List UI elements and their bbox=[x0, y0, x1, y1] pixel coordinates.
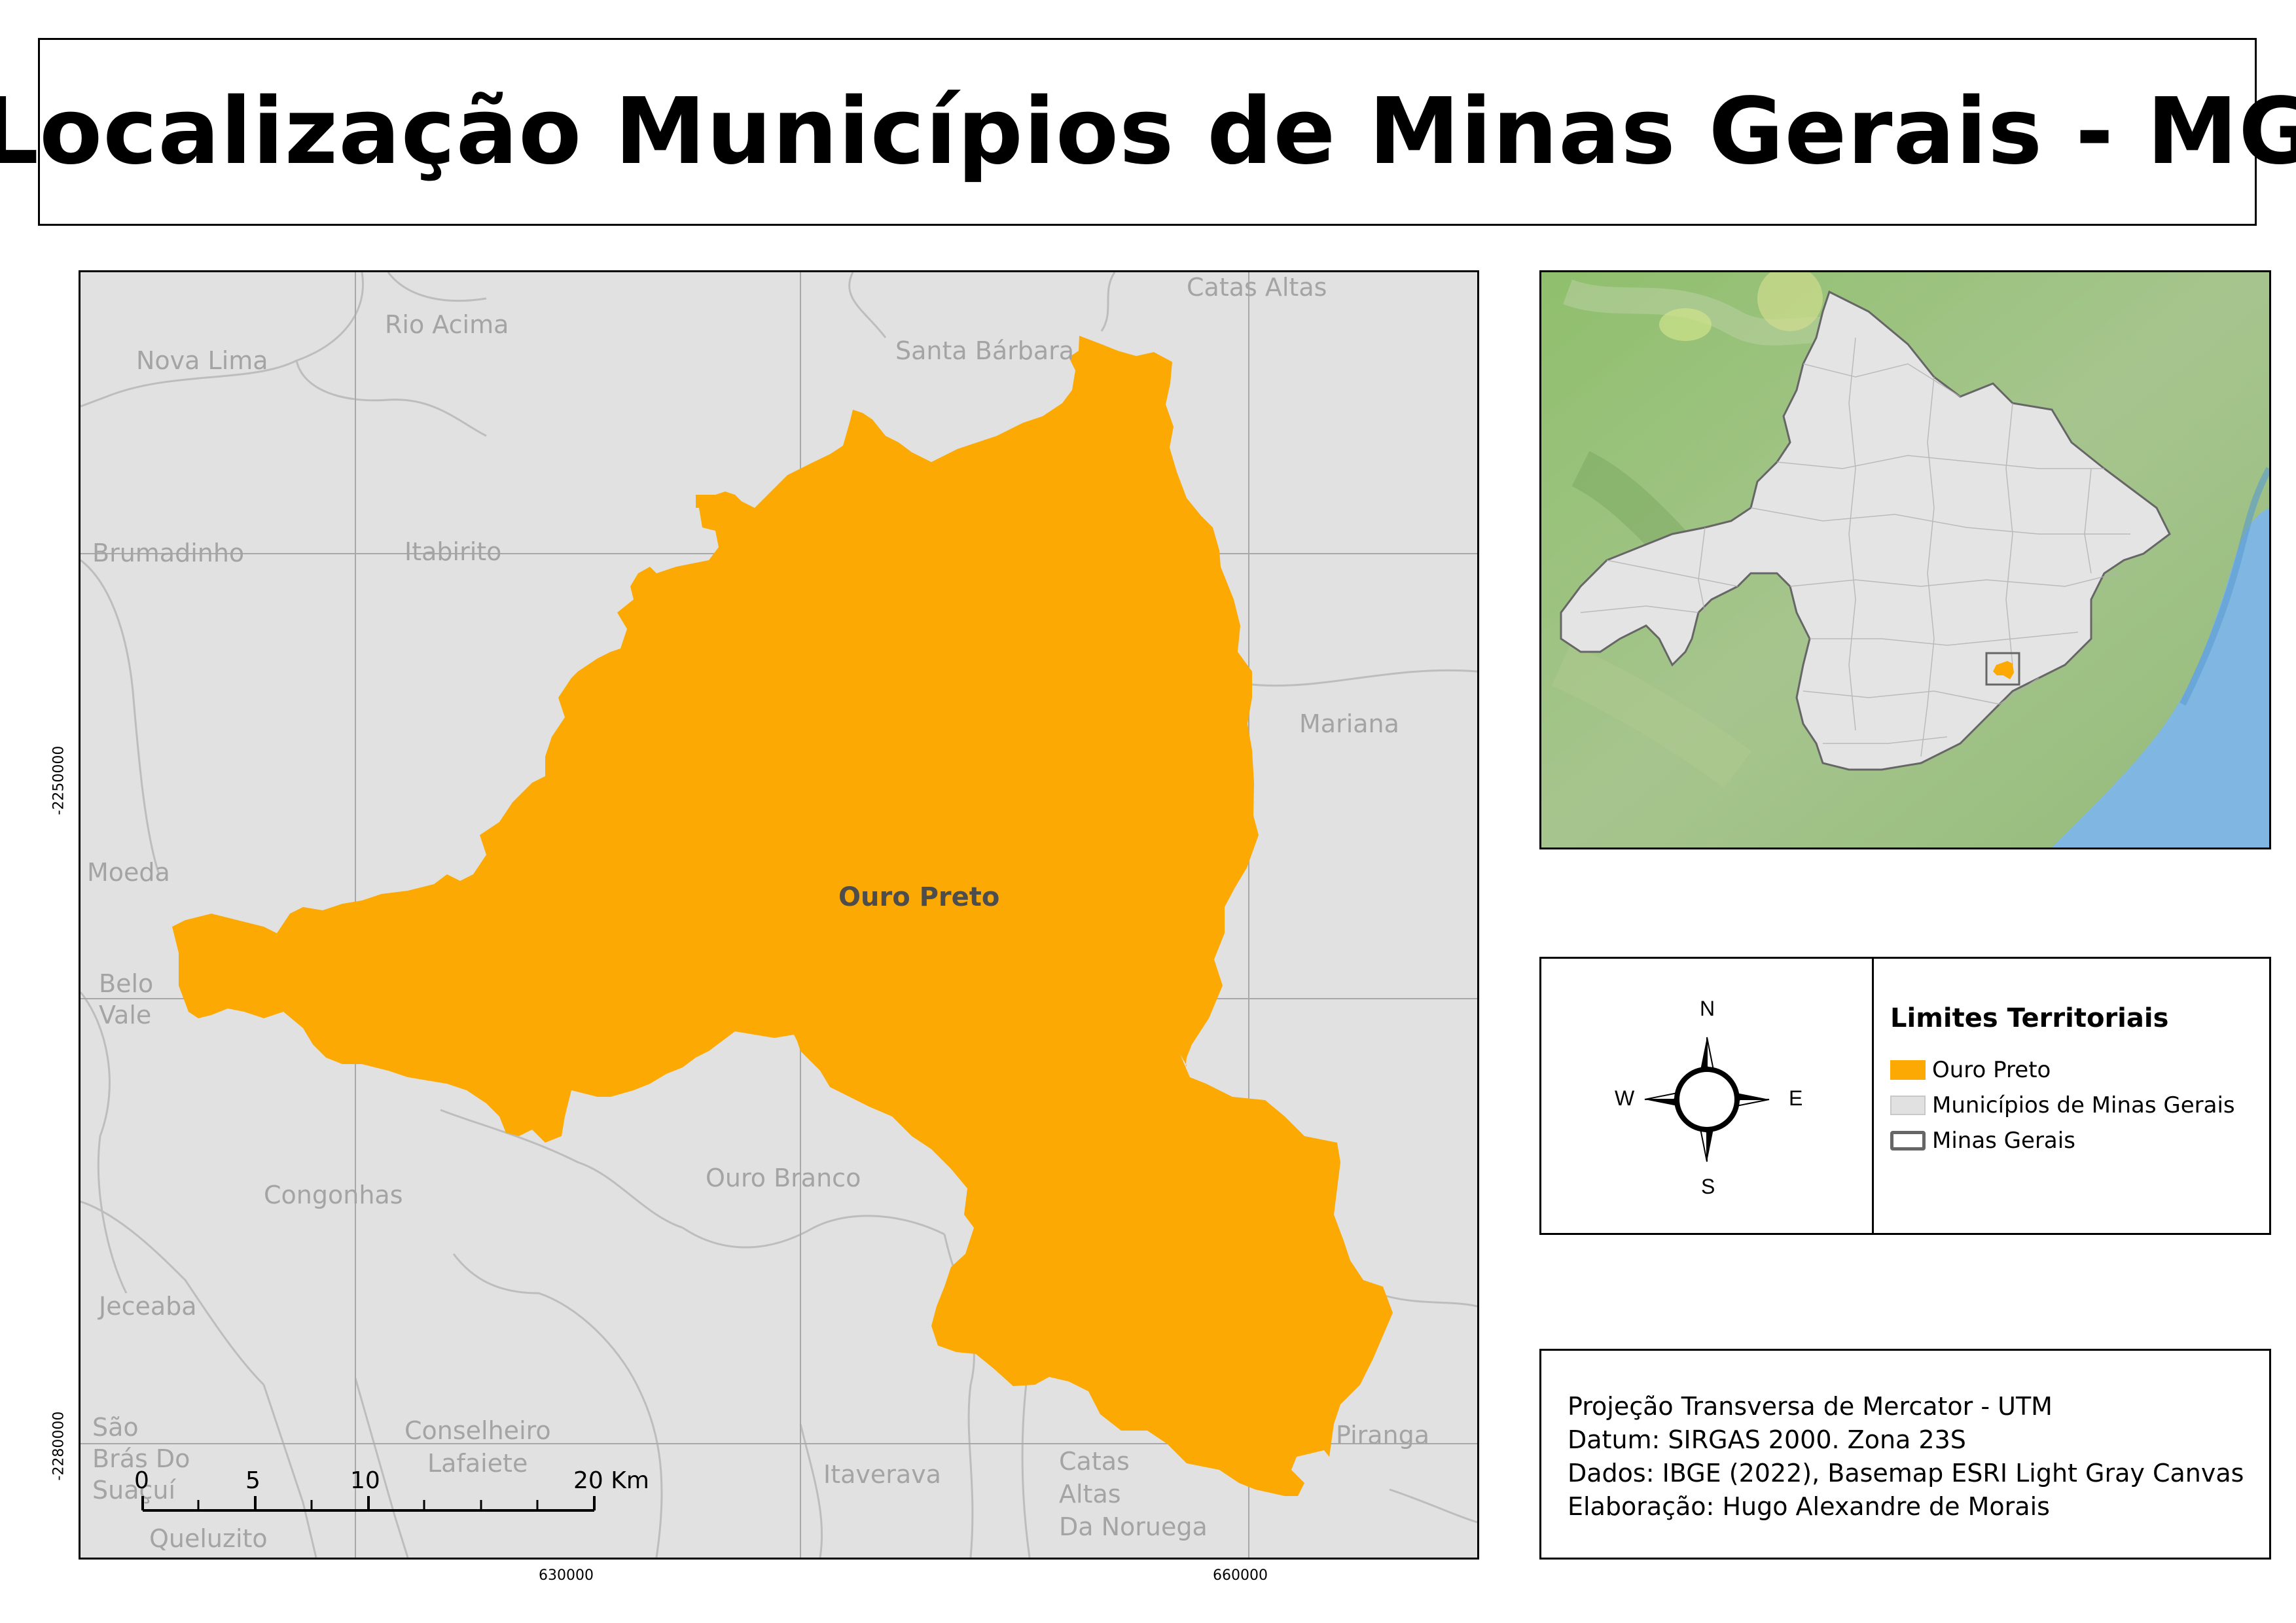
label-brumadinho: Brumadinho bbox=[92, 539, 244, 567]
main-map-canvas bbox=[81, 272, 1477, 1558]
author-line: Elaboração: Hugo Alexandre de Morais bbox=[1568, 1492, 2050, 1521]
legend-divider bbox=[1872, 959, 1874, 1233]
label-ouro-preto: Ouro Preto bbox=[838, 882, 999, 912]
label-nova-lima: Nova Lima bbox=[136, 346, 268, 375]
grid-y-label-2250000: -2250000 bbox=[50, 745, 67, 815]
data-source-line: Dados: IBGE (2022), Basemap ESRI Light G… bbox=[1568, 1459, 2244, 1488]
legend-item-ouro-preto: Ouro Preto bbox=[1890, 1057, 2051, 1083]
label-catas-altas-noruega-1: Catas bbox=[1059, 1447, 1130, 1476]
scale-label-5: 5 bbox=[245, 1467, 260, 1494]
label-conselheiro-lafaiete-2: Lafaiete bbox=[427, 1449, 528, 1478]
main-map: Catas Altas Rio Acima Nova Lima Santa Bá… bbox=[79, 270, 1479, 1560]
label-belo-vale-1: Belo bbox=[99, 969, 153, 998]
grid-x-label-660000: 660000 bbox=[1213, 1567, 1268, 1584]
minas-gerais-state bbox=[1560, 290, 2171, 771]
legend-label-minas-gerais: Minas Gerais bbox=[1932, 1128, 2075, 1154]
label-sao-bras-3: Suaçuí bbox=[92, 1476, 176, 1505]
label-rio-acima: Rio Acima bbox=[385, 310, 509, 339]
legend-swatch-minas-gerais bbox=[1890, 1131, 1926, 1150]
title-frame: Localização Municípios de Minas Gerais -… bbox=[0, 38, 2296, 226]
label-jeceaba: Jeceaba bbox=[98, 1292, 197, 1321]
credits-panel: Projeção Transversa de Mercator - UTM Da… bbox=[1539, 1349, 2271, 1560]
ouro-preto-polygon bbox=[172, 336, 1393, 1496]
label-belo-vale-2: Vale bbox=[99, 1001, 151, 1029]
atlantic-ocean bbox=[2052, 508, 2269, 847]
compass-south-label: S bbox=[1701, 1175, 1715, 1198]
label-itabirito: Itabirito bbox=[404, 537, 501, 566]
label-itaverava: Itaverava bbox=[823, 1460, 941, 1489]
compass-north-label: N bbox=[1700, 997, 1715, 1020]
datum-line: Datum: SIRGAS 2000. Zona 23S bbox=[1568, 1425, 1966, 1454]
scale-label-10: 10 bbox=[350, 1467, 380, 1494]
projection-line: Projeção Transversa de Mercator - UTM bbox=[1568, 1392, 2053, 1421]
label-sao-bras-1: São bbox=[92, 1413, 139, 1442]
label-catas-altas-north: Catas Altas bbox=[1187, 273, 1327, 302]
label-congonhas: Congonhas bbox=[264, 1181, 403, 1209]
label-catas-altas-noruega-2: Altas bbox=[1059, 1480, 1121, 1508]
label-piranga: Piranga bbox=[1336, 1421, 1429, 1450]
legend-title: Limites Territoriais bbox=[1890, 1003, 2169, 1033]
scale-bar: 0 5 10 20 Km bbox=[134, 1467, 649, 1512]
label-moeda: Moeda bbox=[87, 858, 170, 887]
compass-rose-icon bbox=[1644, 1037, 1770, 1162]
label-queluzito: Queluzito bbox=[149, 1524, 268, 1553]
legend-label-municipios: Municípios de Minas Gerais bbox=[1932, 1092, 2235, 1118]
grid-x-label-630000: 630000 bbox=[539, 1567, 594, 1584]
label-catas-altas-noruega-3: Da Noruega bbox=[1059, 1512, 1208, 1541]
legend-swatch-ouro-preto bbox=[1890, 1060, 1926, 1080]
legend-label-ouro-preto: Ouro Preto bbox=[1932, 1057, 2051, 1083]
compass-east-label: E bbox=[1789, 1086, 1803, 1110]
label-conselheiro-lafaiete-1: Conselheiro bbox=[404, 1416, 551, 1445]
compass-west-label: W bbox=[1615, 1086, 1635, 1110]
scale-label-20: 20 Km bbox=[573, 1467, 649, 1494]
grid-y-label-2280000: -2280000 bbox=[50, 1411, 67, 1481]
legend-panel: N S E W Limites Territoriais Ouro Preto … bbox=[1539, 957, 2271, 1235]
label-sao-bras-2: Brás Do bbox=[92, 1444, 190, 1473]
map-title: Localização Municípios de Minas Gerais -… bbox=[0, 79, 2296, 185]
inset-map-canvas bbox=[1541, 272, 2269, 847]
neighbor-labels-layer: Catas Altas Rio Acima Nova Lima Santa Bá… bbox=[87, 273, 1429, 1553]
inset-ouro-preto-mark bbox=[1993, 661, 2014, 679]
legend-swatch-municipios bbox=[1890, 1096, 1926, 1115]
inset-map bbox=[1539, 270, 2271, 849]
label-santa-barbara: Santa Bárbara bbox=[895, 336, 1074, 365]
municipal-boundaries bbox=[81, 272, 1477, 1558]
legend-item-municipios: Municípios de Minas Gerais bbox=[1890, 1092, 2235, 1118]
scale-label-0: 0 bbox=[134, 1467, 149, 1494]
legend-item-minas-gerais: Minas Gerais bbox=[1890, 1128, 2075, 1154]
north-arrow: N S E W bbox=[1541, 959, 1872, 1237]
label-mariana: Mariana bbox=[1299, 709, 1399, 738]
ouro-preto-location-box bbox=[1985, 652, 2020, 686]
label-ouro-branco: Ouro Branco bbox=[706, 1164, 861, 1192]
